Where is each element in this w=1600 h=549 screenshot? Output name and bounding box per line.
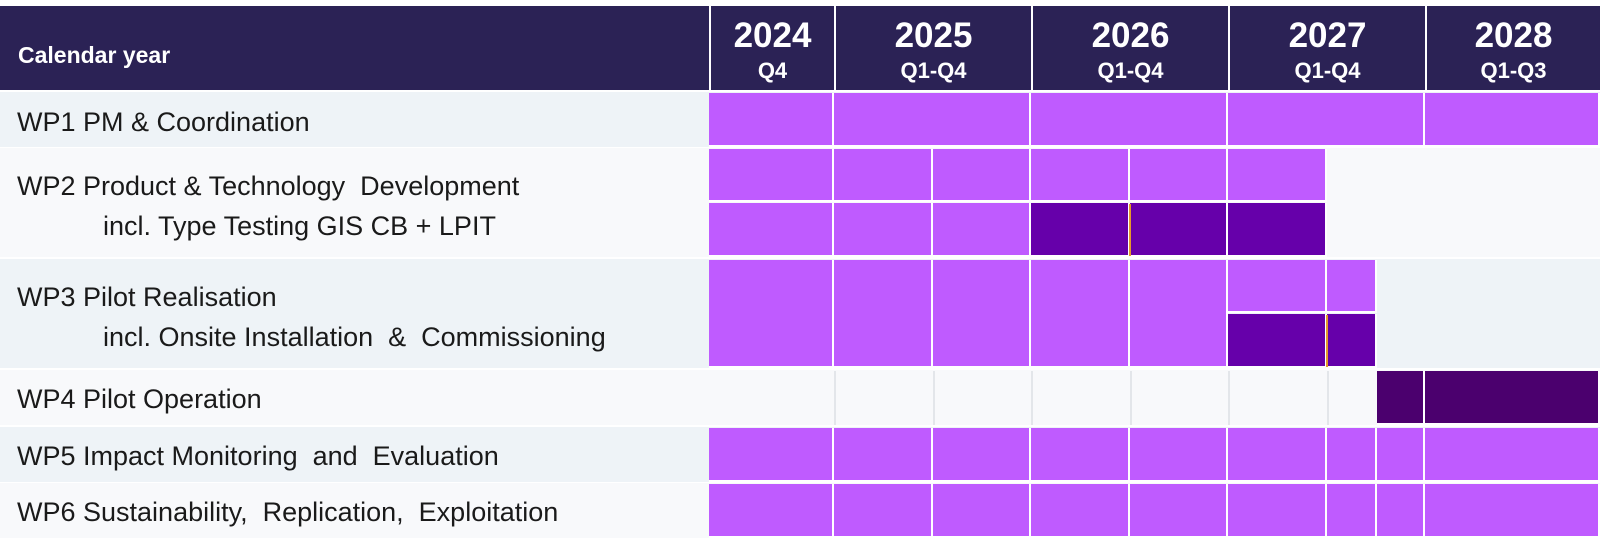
gantt-bar bbox=[709, 260, 834, 368]
gantt-bar bbox=[1130, 203, 1228, 257]
gantt-bar bbox=[709, 484, 834, 538]
gantt-bar bbox=[834, 428, 933, 482]
gantt-bar bbox=[1377, 371, 1425, 425]
quarter-divider bbox=[1130, 371, 1132, 425]
gantt-bar bbox=[1031, 484, 1130, 538]
gantt-bar bbox=[933, 203, 1031, 257]
quarter-divider bbox=[1031, 371, 1033, 425]
gantt-bar bbox=[1327, 484, 1377, 538]
gantt-bar bbox=[1031, 260, 1130, 368]
gantt-bar bbox=[1031, 203, 1130, 257]
gantt-bar bbox=[709, 203, 834, 257]
row-label-wp4: WP4 Pilot Operation bbox=[17, 384, 262, 414]
quarter-divider bbox=[933, 371, 935, 425]
gantt-bar bbox=[834, 203, 933, 257]
gantt-bar bbox=[709, 428, 834, 482]
gantt-bar bbox=[1130, 428, 1228, 482]
gantt-bar bbox=[933, 260, 1031, 368]
year-label: 2027 bbox=[1288, 16, 1367, 55]
year-header-2026: 2026 Q1-Q4 bbox=[1033, 6, 1228, 90]
gantt-bar bbox=[933, 484, 1031, 538]
gantt-bar bbox=[1031, 149, 1130, 202]
gantt-bar bbox=[1425, 93, 1600, 147]
row-label-wp3: WP3 Pilot Realisation bbox=[17, 282, 277, 312]
quarter-range-label: Q1-Q4 bbox=[1294, 58, 1361, 83]
row-label-wp5: WP5 Impact Monitoring and Evaluation bbox=[17, 441, 499, 471]
gantt-bar bbox=[933, 149, 1031, 202]
gantt-bar bbox=[1130, 149, 1228, 202]
year-header-2025: 2025 Q1-Q4 bbox=[836, 6, 1031, 90]
gantt-bar bbox=[1228, 314, 1327, 368]
year-header-2028: 2028 Q1-Q3 bbox=[1427, 6, 1600, 90]
quarter-range-label: Q1-Q4 bbox=[1097, 58, 1164, 83]
row-label-wp2: WP2 Product & Technology Development bbox=[17, 171, 520, 201]
year-header-2024: 2024 Q4 bbox=[711, 6, 834, 90]
year-label: 2025 bbox=[894, 16, 973, 55]
gantt-bar bbox=[1031, 428, 1130, 482]
gantt-bar bbox=[1327, 428, 1377, 482]
gantt-bar bbox=[709, 93, 834, 147]
gantt-bar bbox=[1130, 484, 1228, 538]
gantt-bar bbox=[834, 93, 1031, 147]
gantt-bar bbox=[933, 428, 1031, 482]
gantt-bar bbox=[1130, 260, 1228, 368]
gantt-bar bbox=[1228, 260, 1327, 313]
gantt-bar bbox=[709, 149, 834, 202]
gantt-bar bbox=[1228, 203, 1327, 257]
year-label: 2024 bbox=[733, 16, 812, 55]
gantt-bar bbox=[1031, 93, 1228, 147]
gantt-bar bbox=[1377, 428, 1425, 482]
row-wp4 bbox=[0, 370, 1600, 425]
gantt-bar bbox=[1425, 428, 1600, 482]
quarter-divider bbox=[834, 371, 836, 425]
gantt-bar bbox=[834, 149, 933, 202]
quarter-range-label: Q1-Q3 bbox=[1480, 58, 1547, 83]
milestone-marker bbox=[1326, 315, 1328, 367]
row-sublabel-wp2: incl. Type Testing GIS CB + LPIT bbox=[103, 211, 496, 241]
gantt-bar bbox=[1377, 484, 1425, 538]
row-sublabel-wp3: incl. Onsite Installation & Commissionin… bbox=[103, 322, 606, 352]
gantt-bar bbox=[1228, 149, 1327, 202]
quarter-range-label: Q4 bbox=[757, 58, 788, 83]
gantt-bar bbox=[1425, 484, 1600, 538]
gantt-bar bbox=[1425, 371, 1600, 425]
gantt-bar bbox=[1327, 260, 1377, 313]
year-header-2027: 2027 Q1-Q4 bbox=[1230, 6, 1425, 90]
gantt-bar bbox=[834, 484, 933, 538]
quarter-divider bbox=[1228, 371, 1230, 425]
gantt-bar bbox=[1228, 428, 1327, 482]
year-label: 2026 bbox=[1091, 16, 1170, 55]
gantt-bar bbox=[834, 260, 933, 368]
gantt-bar bbox=[1228, 93, 1425, 147]
quarter-divider bbox=[1327, 371, 1329, 425]
year-label: 2028 bbox=[1474, 16, 1553, 55]
calendar-year-label: Calendar year bbox=[18, 42, 171, 68]
milestone-marker bbox=[1129, 204, 1131, 256]
gantt-bar bbox=[1228, 484, 1327, 538]
row-label-wp6: WP6 Sustainability, Replication, Exploit… bbox=[17, 497, 559, 527]
quarter-range-label: Q1-Q4 bbox=[900, 58, 967, 83]
gantt-bar bbox=[1327, 314, 1377, 368]
header-label-cell: Calendar year bbox=[0, 6, 709, 90]
row-label-wp1: WP1 PM & Coordination bbox=[17, 107, 310, 137]
